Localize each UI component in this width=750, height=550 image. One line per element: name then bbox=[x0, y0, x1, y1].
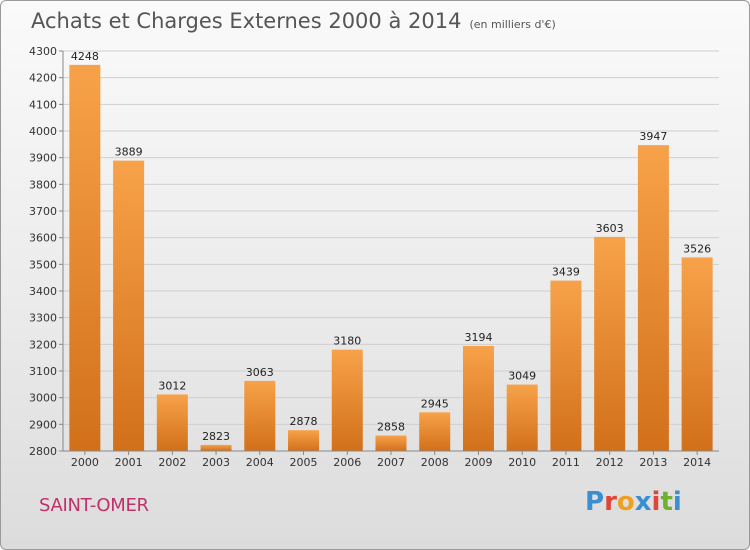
x-tick-label: 2011 bbox=[552, 456, 580, 469]
bar bbox=[375, 435, 407, 451]
y-tick-label: 2800 bbox=[29, 445, 57, 458]
x-tick-label: 2003 bbox=[202, 456, 230, 469]
y-tick-label: 3400 bbox=[29, 285, 57, 298]
x-tick-label: 2007 bbox=[377, 456, 405, 469]
bar bbox=[244, 380, 276, 451]
bar bbox=[681, 257, 713, 451]
data-label: 2945 bbox=[421, 397, 449, 410]
y-tick-label: 3200 bbox=[29, 338, 57, 351]
bar bbox=[200, 444, 232, 451]
y-tick-label: 3600 bbox=[29, 232, 57, 245]
x-tick-label: 2000 bbox=[71, 456, 99, 469]
data-label: 2823 bbox=[202, 430, 230, 443]
x-tick-label: 2001 bbox=[115, 456, 143, 469]
y-tick-label: 3500 bbox=[29, 258, 57, 271]
data-label: 3526 bbox=[683, 242, 711, 255]
data-label: 3049 bbox=[508, 370, 536, 383]
x-tick-label: 2009 bbox=[464, 456, 492, 469]
y-tick-label: 4200 bbox=[29, 72, 57, 85]
y-axis: 2800 2900 3000 3100 3200 3300 3400 3500 3600 3700… bbox=[29, 45, 64, 458]
bars: 4248 3889 3012 2823 3063 2878 3180 2858 2945 3194… bbox=[69, 50, 713, 451]
data-label: 3194 bbox=[464, 331, 492, 344]
y-tick-label: 4100 bbox=[29, 98, 57, 111]
bar bbox=[594, 236, 626, 451]
bar bbox=[156, 394, 188, 451]
bar bbox=[550, 280, 582, 451]
chart-subtitle: (en milliers d'€) bbox=[469, 18, 556, 31]
y-tick-label: 3000 bbox=[29, 392, 57, 405]
city-label: SAINT-OMER bbox=[39, 495, 149, 516]
y-tick-label: 3300 bbox=[29, 312, 57, 325]
bar bbox=[506, 384, 538, 451]
bar bbox=[462, 345, 494, 451]
x-axis: 2000 2001 2002 2003 2004 2005 2006 2007 2008 2009… bbox=[63, 450, 719, 469]
logo-letter: o bbox=[616, 487, 635, 517]
data-label: 4248 bbox=[71, 50, 99, 63]
data-label: 2878 bbox=[290, 415, 318, 428]
logo-letter: i bbox=[651, 487, 661, 517]
bar bbox=[113, 160, 145, 451]
y-tick-label: 4000 bbox=[29, 125, 57, 138]
x-tick-label: 2010 bbox=[508, 456, 536, 469]
chart-title-text: Achats et Charges Externes 2000 à 2014 bbox=[31, 9, 462, 33]
data-label: 3063 bbox=[246, 366, 274, 379]
logo-letter: r bbox=[604, 487, 617, 517]
logo-letter: i bbox=[672, 487, 682, 517]
data-label: 3603 bbox=[596, 222, 624, 235]
data-label: 3439 bbox=[552, 266, 580, 279]
x-tick-label: 2004 bbox=[246, 456, 274, 469]
x-tick-label: 2012 bbox=[596, 456, 624, 469]
bar bbox=[69, 64, 101, 451]
y-tick-label: 3900 bbox=[29, 152, 57, 165]
y-tick-label: 3800 bbox=[29, 178, 57, 191]
x-tick-label: 2006 bbox=[333, 456, 361, 469]
chart-title: Achats et Charges Externes 2000 à 2014 (e… bbox=[31, 9, 556, 33]
data-label: 3889 bbox=[115, 146, 143, 159]
logo-letter: P bbox=[585, 487, 605, 517]
x-tick-label: 2005 bbox=[290, 456, 318, 469]
proxiti-logo: Proxiti bbox=[585, 487, 682, 517]
y-tick-label: 2900 bbox=[29, 418, 57, 431]
logo-letter: t bbox=[660, 487, 673, 517]
y-tick-label: 3700 bbox=[29, 205, 57, 218]
logo-letter: x bbox=[634, 487, 652, 517]
data-label: 3012 bbox=[158, 379, 186, 392]
x-tick-label: 2002 bbox=[158, 456, 186, 469]
x-tick-label: 2008 bbox=[421, 456, 449, 469]
x-tick-label: 2014 bbox=[683, 456, 711, 469]
bar bbox=[637, 145, 669, 451]
data-label: 2858 bbox=[377, 421, 405, 434]
bar bbox=[288, 430, 320, 451]
data-label: 3947 bbox=[639, 130, 667, 143]
x-tick-label: 2013 bbox=[639, 456, 667, 469]
bar bbox=[331, 349, 363, 451]
bar bbox=[419, 412, 451, 451]
y-tick-label: 4300 bbox=[29, 45, 57, 58]
data-label: 3180 bbox=[333, 335, 361, 348]
y-tick-label: 3100 bbox=[29, 365, 57, 378]
